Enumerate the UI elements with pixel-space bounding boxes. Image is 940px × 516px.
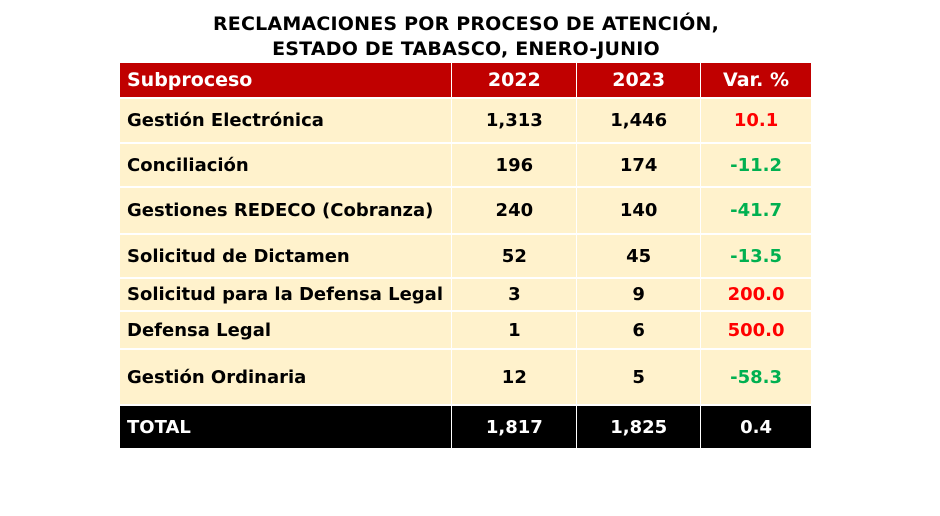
column-header: Var. % — [700, 63, 812, 98]
subproceso-cell: Gestión Electrónica — [118, 98, 453, 143]
subproceso-cell: Solicitud para la Defensa Legal — [118, 278, 453, 311]
total-label: TOTAL — [118, 405, 453, 449]
variation-cell: -13.5 — [700, 234, 812, 278]
value-2023-cell: 9 — [576, 278, 702, 311]
value-2022-cell: 240 — [451, 187, 578, 234]
total-2022: 1,817 — [451, 405, 578, 449]
value-2023-cell: 140 — [576, 187, 702, 234]
subproceso-cell: Defensa Legal — [118, 311, 453, 349]
title-line-2: ESTADO DE TABASCO, ENERO-JUNIO — [272, 38, 660, 60]
table-row: Solicitud para la Defensa Legal 3 9 200.0 — [118, 278, 812, 311]
subproceso-cell: Conciliación — [118, 143, 453, 187]
total-variation: 0.4 — [700, 405, 812, 449]
variation-cell: -58.3 — [700, 349, 812, 405]
value-2022-cell: 52 — [451, 234, 578, 278]
table-title: RECLAMACIONES POR PROCESO DE ATENCIÓN, E… — [0, 12, 932, 62]
value-2023-cell: 5 — [576, 349, 702, 405]
table-row: Solicitud de Dictamen 52 45 -13.5 — [118, 234, 812, 278]
value-2023-cell: 45 — [576, 234, 702, 278]
value-2022-cell: 1,313 — [451, 98, 578, 143]
column-header: Subproceso — [118, 63, 453, 98]
variation-cell: 200.0 — [700, 278, 812, 311]
value-2022-cell: 196 — [451, 143, 578, 187]
total-row: TOTAL 1,817 1,825 0.4 — [118, 405, 812, 449]
table-row: Gestión Electrónica 1,313 1,446 10.1 — [118, 98, 812, 143]
title-line-1: RECLAMACIONES POR PROCESO DE ATENCIÓN, — [212, 13, 720, 35]
variation-cell: -11.2 — [700, 143, 812, 187]
column-header: 2023 — [576, 63, 702, 98]
subproceso-cell: Solicitud de Dictamen — [118, 234, 453, 278]
value-2022-cell: 3 — [451, 278, 578, 311]
value-2023-cell: 174 — [576, 143, 702, 187]
variation-cell: 10.1 — [700, 98, 812, 143]
subproceso-cell: Gestiones REDECO (Cobranza) — [118, 187, 453, 234]
variation-cell: 500.0 — [700, 311, 812, 349]
value-2023-cell: 6 — [576, 311, 702, 349]
table-row: Defensa Legal 1 6 500.0 — [118, 311, 812, 349]
value-2022-cell: 12 — [451, 349, 578, 405]
table-row: Conciliación 196 174 -11.2 — [118, 143, 812, 187]
variation-cell: -41.7 — [700, 187, 812, 234]
value-2022-cell: 1 — [451, 311, 578, 349]
header-row: Subproceso 2022 2023 Var. % — [118, 63, 812, 98]
value-2023-cell: 1,446 — [576, 98, 702, 143]
table-row: Gestiones REDECO (Cobranza) 240 140 -41.7 — [118, 187, 812, 234]
total-2023: 1,825 — [576, 405, 702, 449]
table-row: Gestión Ordinaria 12 5 -58.3 — [118, 349, 812, 405]
claims-table: Subproceso 2022 2023 Var. % Gestión Electró… — [118, 63, 812, 450]
column-header: 2022 — [451, 63, 578, 98]
subproceso-cell: Gestión Ordinaria — [118, 349, 453, 405]
